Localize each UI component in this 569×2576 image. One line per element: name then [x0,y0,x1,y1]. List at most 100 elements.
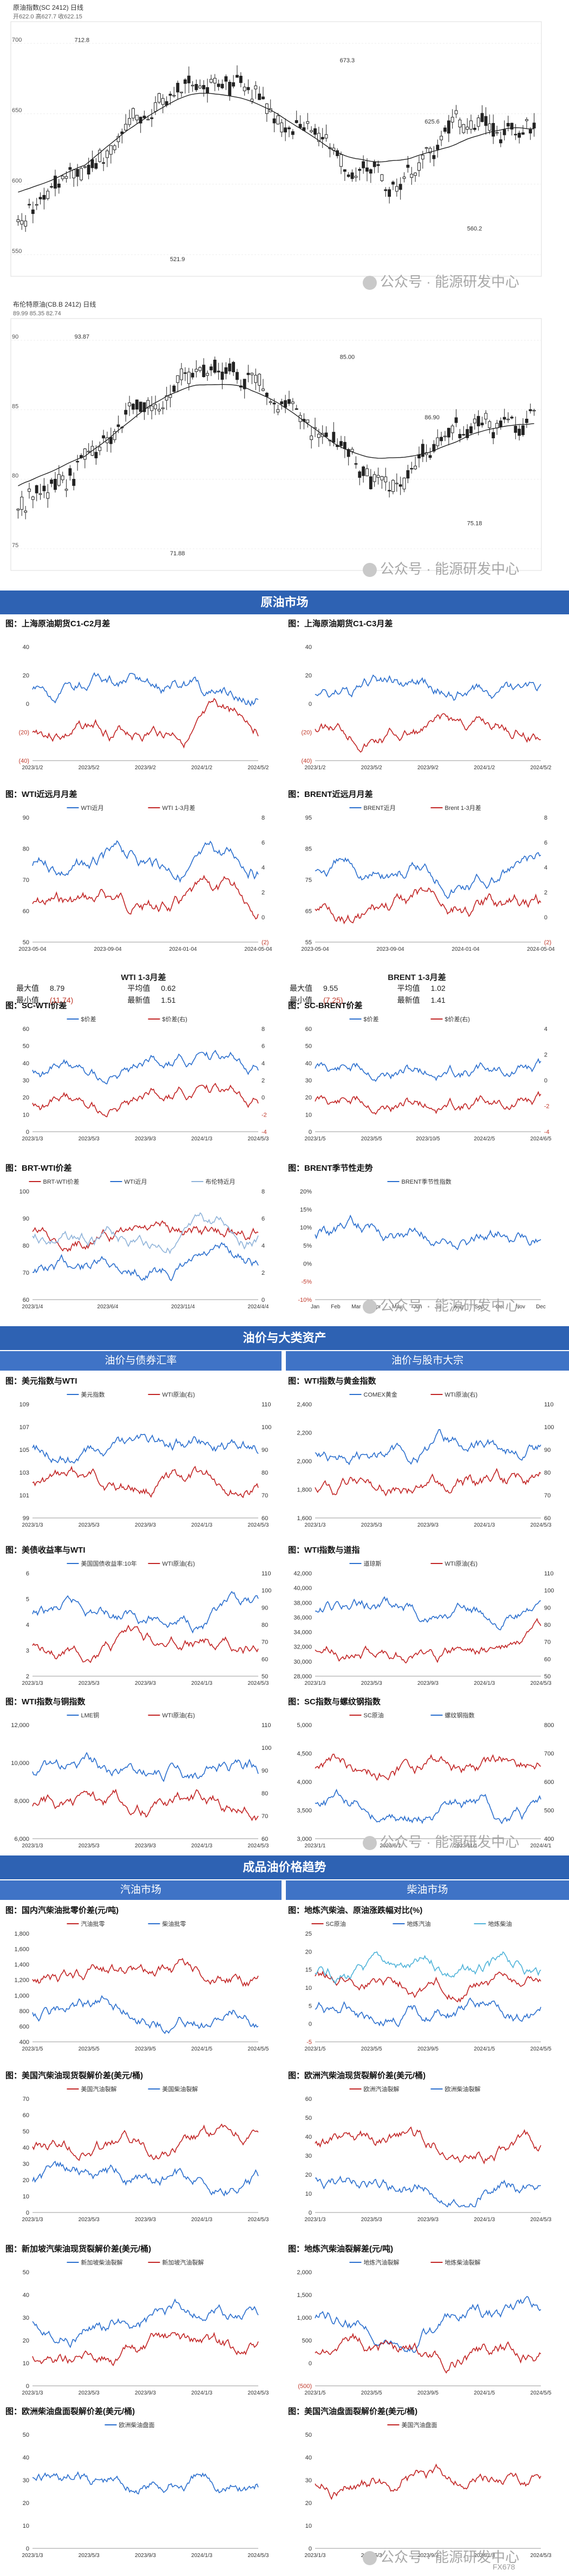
candle-body [124,410,128,415]
y-tick-label: 15 [305,1967,312,1974]
y-tick-label: (500) [298,2383,312,2390]
y-tick-label: -5% [301,1279,312,1286]
chart-title: 图：欧洲汽柴油现货裂解价差(美元/桶) [288,2071,426,2080]
kline-axis-label: 650 [12,107,22,114]
series-line [315,1970,541,2003]
candle-body [206,373,210,376]
candle-body [87,451,90,452]
candle-body [236,75,239,78]
y-tick-label: 40 [23,2292,29,2299]
candle-body [172,95,176,96]
line-chart: BRT-WTI价差 WTI近月 布伦特近月 100 90 80 70 60 8 6 4 2 0 2023/… [19,1178,269,1310]
candle-body [450,425,454,433]
y-tick-label: 10 [23,2360,29,2367]
candle-body [191,85,194,87]
candle-body [109,437,113,444]
candle-body [354,463,358,465]
legend-label: 地炼汽油 [407,1920,431,1928]
stats-table-brent: 最大值 9.55 平均值 1.02 最小值 (7.25) 最新值 1.41 [290,984,446,1004]
candle-body [321,137,324,140]
y-tick-label: 4 [26,1622,29,1628]
candle-body [128,402,132,406]
candle-body [391,181,395,185]
y-right-tick-label: 80 [261,1790,268,1797]
legend-label: 美国国债收益率:10年 [81,1560,137,1567]
chart-panel: 图：WTI近远月月差 WTI近月 WTI 1-3月差 90 80 70 60 50 8 6 4 2 0 (… [5,788,280,962]
candle-body [410,468,414,470]
series-line [32,1751,259,1782]
chart-panel: 图：地炼汽柴油、原油涨跌幅对比(%) SC原油 地炼汽油 地炼柴油 25 20 15 10 5 0… [288,1904,563,2061]
candle-body [184,372,187,374]
x-tick-label: 2024-05-04 [527,946,555,952]
y-right-tick-label: 2 [544,1052,547,1059]
candle-body [124,124,128,131]
candle-body [410,173,414,178]
y-tick-label: 1,400 [14,1962,29,1968]
candle-body [232,82,236,87]
y-right-tick-label: 6 [261,1043,265,1050]
chart-panel: 图：美元指数与WTI 美元指数 WTI原油(右) 109 107 105 103 101 99 1… [5,1375,280,1537]
candle-body [24,510,28,513]
candle-body [432,155,436,159]
candle-body [261,96,265,100]
y-tick-label: 0 [309,2546,312,2552]
x-tick-label: 2023/9/3 [417,1522,439,1528]
candle-body [198,86,202,88]
plot-frame [10,21,542,277]
kline-axis-label: 550 [12,248,22,255]
y-right-tick-label: 6 [261,1216,265,1222]
candle-body [480,423,484,426]
candle-body [202,365,206,378]
x-tick-label: 2023/5/5 [361,1136,382,1142]
candle-body [372,161,376,167]
chart-title: 图：BRENT季节性走势 [288,1164,373,1173]
y-tick-label: 20 [23,2500,29,2507]
candle-body [284,400,287,408]
y-tick-label: 0 [309,701,312,708]
x-tick-label: 2024/5/3 [248,2553,269,2559]
y-right-tick-label: 2 [261,890,265,896]
candle-body [506,122,510,127]
candle-body [154,404,158,410]
price-annotation: 85.00 [340,354,355,360]
series-line [32,1049,259,1085]
candle-body [436,437,440,446]
y-tick-label: 70 [23,877,29,884]
y-tick-label: 25 [305,1931,312,1937]
candle-body [284,127,287,133]
candle-body [269,401,272,403]
x-tick-label: 2024/5/3 [248,1136,269,1142]
y-right-tick-label: 4 [544,865,547,871]
y-tick-label: 30,000 [293,1659,312,1665]
chart-panel: 图：WTI指数与道指 道琼斯 WTI原油(右) 42,000 40,000 38,000 3… [288,1544,563,1696]
y-tick-label: 0 [26,2210,29,2216]
chart-title: 图：WTI近远月月差 [5,790,77,799]
x-tick-label: 2023/1/1 [305,1843,326,1849]
candle-body [521,425,525,436]
x-tick-label: 2023/9/3 [135,1136,156,1142]
legend-label: 美国汽油盘面 [402,2421,437,2429]
series-line [32,1212,259,1255]
candle-body [473,418,476,424]
candle-body [287,399,291,404]
chart-title: 图：SC指数与螺纹钢指数 [288,1697,381,1706]
series-line [32,1242,259,1282]
candle-body [109,145,113,155]
x-tick-label: Jan [311,1304,319,1310]
wechat-icon [363,1300,377,1314]
chart-title: 图：BRENT近远月月差 [288,790,373,799]
chart-title: 图：SC-BRENT价差 [288,1001,363,1010]
candle-body [46,492,50,499]
y-tick-label: 30 [23,2161,29,2168]
chart-title: 图：WTI指数与黄金指数 [288,1377,376,1386]
candle-body [198,367,202,371]
series-line [32,1624,259,1663]
candle-body [150,405,154,411]
y-tick-label: 20% [300,1189,312,1195]
legend-label: 欧洲柴油盘面 [119,2421,155,2429]
series-line [32,2123,259,2161]
x-tick-label: Sep [474,1304,484,1310]
y-tick-label: 80 [23,846,29,853]
candle-body [146,119,150,121]
